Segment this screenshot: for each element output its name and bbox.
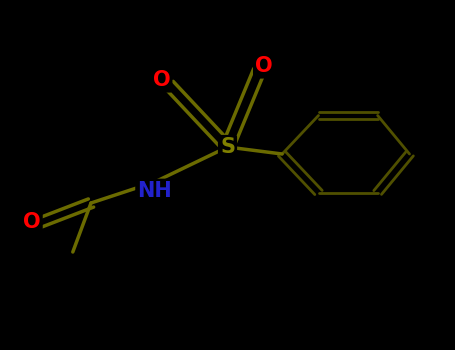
Text: NH: NH — [137, 181, 172, 201]
Text: O: O — [153, 70, 170, 91]
Text: S: S — [220, 137, 235, 157]
Text: O: O — [23, 212, 40, 232]
Text: O: O — [255, 56, 273, 77]
